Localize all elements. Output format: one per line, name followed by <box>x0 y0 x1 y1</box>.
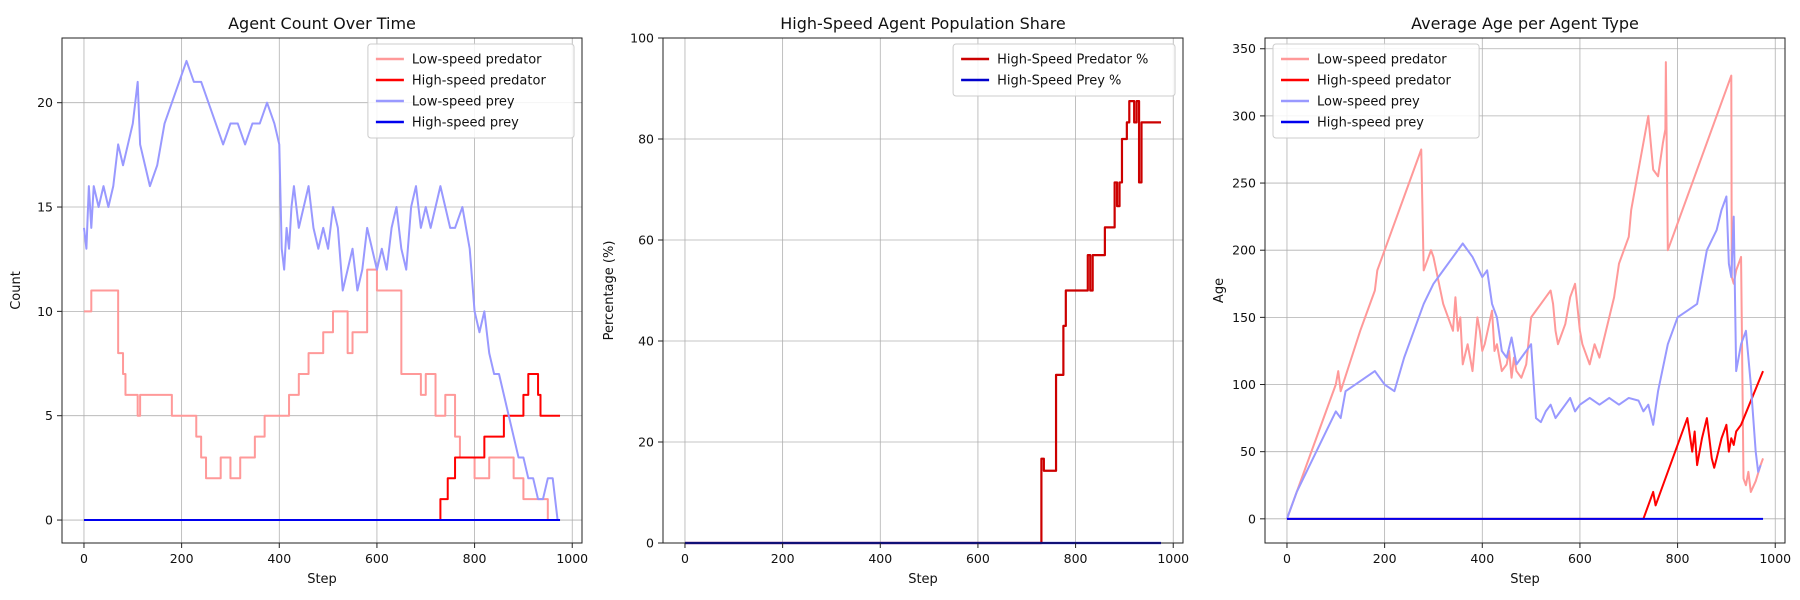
y-tick-label: 20 <box>638 435 654 450</box>
y-tick-label: 0 <box>45 513 53 528</box>
chart-panel-1: 0 200 400 600 800 1000 0 5 10 15 20 Agent Count Ove… <box>9 14 588 587</box>
chart-panel-2: 0 200 400 600 800 1000 0 20 40 60 80 100 High-Speed … <box>602 14 1189 587</box>
y-tick-label: 15 <box>37 200 53 215</box>
series-line-2 <box>1286 370 1764 520</box>
x-tick-label: 1000 <box>556 551 588 566</box>
x-tick-label: 400 <box>868 551 892 566</box>
chart-panel-3: 0 200 400 600 800 1000 0 50 100 150 200 250 300 350 Av… <box>1212 14 1791 587</box>
x-axis-label: Step <box>908 572 938 587</box>
y-tick-label: 10 <box>37 304 53 319</box>
x-tick-label: 200 <box>1373 551 1397 566</box>
plot-frame <box>61 37 583 544</box>
x-tick-label: 600 <box>1568 551 1592 566</box>
legend-entry: Low-speed predator <box>412 53 542 68</box>
x-tick-label: 0 <box>1283 551 1291 566</box>
x-tick-label: 400 <box>1470 551 1494 566</box>
legend: Low-speed predator High-speed predator Low… <box>367 43 575 139</box>
legend: High-Speed Predator % High-Speed Prey % <box>952 43 1176 97</box>
legend-entry: High-Speed Predator % <box>997 53 1148 68</box>
x-tick-label: 0 <box>80 551 88 566</box>
x-axis-label: Step <box>1510 572 1540 587</box>
series-line-1 <box>1286 61 1764 520</box>
legend-box <box>367 43 575 139</box>
x-tick-label: 1000 <box>1157 551 1189 566</box>
legend-entry: Low-speed prey <box>1317 95 1420 110</box>
x-tick-label: 200 <box>771 551 795 566</box>
x-tick-label: 800 <box>463 551 487 566</box>
y-tick-label: 200 <box>1232 243 1256 258</box>
y-tick-label: 20 <box>37 95 53 110</box>
y-tick-label: 100 <box>630 31 654 46</box>
legend-entry: Low-speed prey <box>412 95 515 110</box>
series-line-3 <box>1286 195 1762 520</box>
series-line-1 <box>684 100 1162 545</box>
y-tick-label: 350 <box>1232 41 1256 56</box>
x-tick-label: 200 <box>170 551 194 566</box>
series-line-2 <box>83 372 561 522</box>
chart-title: High-Speed Agent Population Share <box>780 14 1066 33</box>
legend-entry: High-speed prey <box>1317 116 1424 131</box>
y-axis-label: Percentage (%) <box>602 241 617 341</box>
y-tick-label: 0 <box>1248 511 1256 526</box>
x-axis-label: Step <box>307 572 337 587</box>
x-tick-label: 600 <box>966 551 990 566</box>
legend-entry: High-Speed Prey % <box>997 74 1121 89</box>
legend-entry: High-speed predator <box>412 74 547 89</box>
plot-frame <box>662 37 1184 544</box>
series-line-1 <box>83 268 561 522</box>
plot-frame <box>1264 37 1786 544</box>
y-tick-label: 60 <box>638 233 654 248</box>
y-tick-label: 80 <box>638 132 654 147</box>
y-tick-label: 50 <box>1240 444 1256 459</box>
y-tick-label: 250 <box>1232 176 1256 191</box>
legend-entry: High-speed predator <box>1317 74 1452 89</box>
x-tick-label: 600 <box>365 551 389 566</box>
y-tick-label: 0 <box>646 536 654 551</box>
legend-box <box>952 43 1176 97</box>
y-tick-label: 100 <box>1232 377 1256 392</box>
y-tick-label: 150 <box>1232 310 1256 325</box>
series-line-3 <box>82 59 559 521</box>
chart-title: Agent Count Over Time <box>228 14 416 33</box>
y-axis-label: Count <box>9 271 24 310</box>
chart-title: Average Age per Agent Type <box>1411 14 1639 33</box>
y-tick-label: 40 <box>638 334 654 349</box>
x-tick-label: 800 <box>1064 551 1088 566</box>
x-tick-label: 400 <box>267 551 291 566</box>
legend-box <box>1272 43 1480 139</box>
y-tick-label: 5 <box>45 408 53 423</box>
legend-entry: High-speed prey <box>412 116 519 131</box>
y-axis-label: Age <box>1212 278 1227 303</box>
x-tick-label: 0 <box>681 551 689 566</box>
legend: Low-speed predator High-speed predator Low… <box>1272 43 1480 139</box>
y-tick-label: 300 <box>1232 108 1256 123</box>
x-tick-label: 1000 <box>1759 551 1791 566</box>
x-tick-label: 800 <box>1666 551 1690 566</box>
legend-entry: Low-speed predator <box>1317 53 1447 68</box>
